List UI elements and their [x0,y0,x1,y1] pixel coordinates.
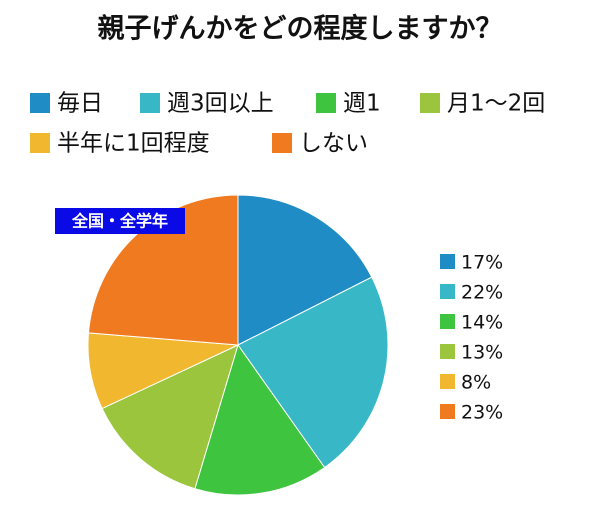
legend-swatch [30,93,50,113]
legend-label: 毎日 [57,91,103,117]
badge-label: 全国・全学年 [71,212,168,231]
legend-label: しない [299,131,368,157]
badge-background [55,208,185,234]
value-swatch [440,404,455,419]
pie-slice [194,343,326,496]
legend-label: 週1 [343,91,381,117]
legend-label: 週3回以上 [167,91,274,117]
value-swatch [440,314,455,329]
value-label: 14% [461,312,503,334]
value-label: 17% [461,252,503,274]
value-label: 22% [461,282,503,304]
pie-slice [237,276,389,469]
pie-slice [87,194,239,346]
pie-slice [101,344,239,490]
chart-title: 親子げんかをどの程度しますか？ [98,13,503,45]
value-swatch [440,374,455,389]
value-label: 23% [461,402,503,424]
legend-swatch [420,93,440,113]
legend-swatch [316,93,336,113]
legend-swatch [140,93,160,113]
pie-slice [237,194,373,346]
value-swatch [440,344,455,359]
value-swatch [440,284,455,299]
legend-swatch [272,133,292,153]
legend-label: 月1〜2回 [447,91,545,117]
legend-swatch [30,133,50,153]
value-label: 8% [461,372,491,394]
legend-label: 半年に1回程度 [57,131,210,157]
value-label: 13% [461,342,503,364]
value-swatch [440,254,455,269]
